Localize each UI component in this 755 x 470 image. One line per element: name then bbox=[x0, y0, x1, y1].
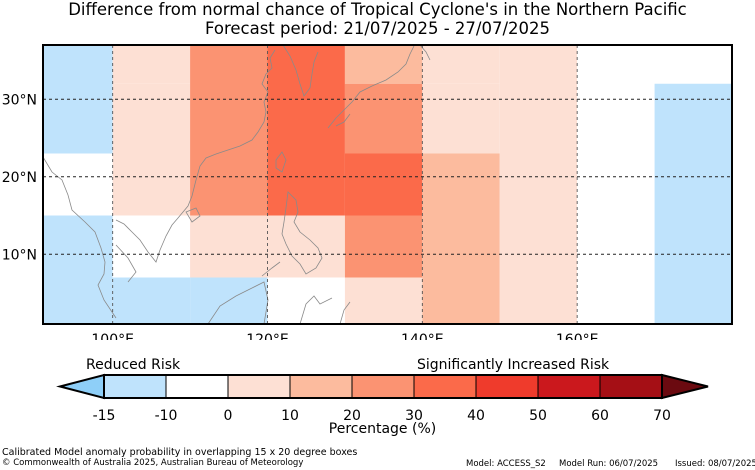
graticule bbox=[43, 45, 732, 324]
map-cell-1 bbox=[43, 153, 113, 216]
lon-tick-label: 160°E bbox=[556, 332, 599, 340]
colorbar-bin bbox=[103, 374, 167, 399]
map-cell-19 bbox=[422, 83, 500, 154]
map-cell-11 bbox=[267, 215, 345, 278]
colorbar-under-arrow bbox=[56, 373, 105, 400]
lon-tick-label: 120°E bbox=[246, 332, 289, 340]
issued-date: Issued: 08/07/2025 bbox=[675, 459, 755, 469]
map-cell-15 bbox=[344, 153, 423, 216]
lat-tick-label: 30°N bbox=[2, 92, 37, 108]
map-cell-7 bbox=[190, 45, 268, 216]
map-cell-25 bbox=[654, 83, 732, 324]
model-name: Model: ACCESS_S2 bbox=[466, 459, 546, 469]
reduced-risk-label: Reduced Risk bbox=[86, 357, 181, 373]
map-cell-18 bbox=[422, 45, 500, 84]
map-cell-22 bbox=[499, 153, 578, 324]
colorbar-bin bbox=[537, 374, 601, 399]
lon-tick-label: 140°E bbox=[401, 332, 444, 340]
map-cell-3 bbox=[112, 45, 191, 84]
map-cell-10 bbox=[267, 45, 345, 216]
increased-risk-label: Significantly Increased Risk bbox=[417, 357, 610, 373]
anomaly-cells bbox=[43, 45, 732, 324]
method-note: Calibrated Model anomaly probability in … bbox=[2, 447, 358, 458]
map-cell-24 bbox=[654, 45, 732, 84]
map-cell-8 bbox=[190, 215, 268, 278]
copyright-note: © Commonwealth of Australia 2025, Austra… bbox=[2, 458, 304, 468]
colorbar-bin bbox=[351, 374, 415, 399]
map-cell-17 bbox=[344, 277, 423, 324]
model-run-date: Model Run: 06/07/2025 bbox=[559, 459, 659, 469]
forecast-period: Forecast period: 21/07/2025 - 27/07/2025 bbox=[204, 19, 551, 38]
lon-tick-label: 100°E bbox=[91, 332, 134, 340]
map-cell-14 bbox=[344, 83, 423, 154]
map-cell-20 bbox=[422, 153, 500, 324]
lat-tick-label: 10°N bbox=[2, 247, 37, 263]
map-cell-13 bbox=[344, 45, 423, 84]
latitude-tick-labels: 30°N 20°N 10°N bbox=[2, 92, 37, 263]
colorbar-frame bbox=[103, 374, 663, 399]
map-cell-23 bbox=[577, 45, 655, 324]
map-cell-4 bbox=[112, 83, 191, 216]
lat-tick-label: 20°N bbox=[2, 170, 37, 186]
colorbar-bin bbox=[165, 374, 229, 399]
longitude-tick-labels: 100°E 120°E 140°E 160°E bbox=[91, 332, 598, 340]
coastline bbox=[43, 45, 431, 324]
map-cell-12 bbox=[267, 277, 345, 324]
colorbar-bin bbox=[413, 374, 477, 399]
map-title: Difference from normal chance of Tropica… bbox=[68, 0, 687, 19]
colorbar-bin bbox=[289, 374, 353, 399]
map-cell-2 bbox=[43, 215, 113, 324]
map-frame bbox=[42, 44, 733, 325]
probability-map: 100°E 120°E 140°E 160°E 30°N 20°N 10°N bbox=[2, 44, 733, 340]
colorbar-bin bbox=[475, 374, 539, 399]
colorbar-unit-label: Percentage (%) bbox=[328, 421, 437, 437]
map-cell-6 bbox=[112, 277, 191, 324]
map-cell-0 bbox=[43, 45, 113, 154]
colorbar-over-arrow bbox=[661, 373, 709, 400]
colorbar-bin bbox=[599, 374, 663, 399]
colorbar-bin bbox=[227, 374, 291, 399]
map-cell-16 bbox=[344, 215, 423, 278]
